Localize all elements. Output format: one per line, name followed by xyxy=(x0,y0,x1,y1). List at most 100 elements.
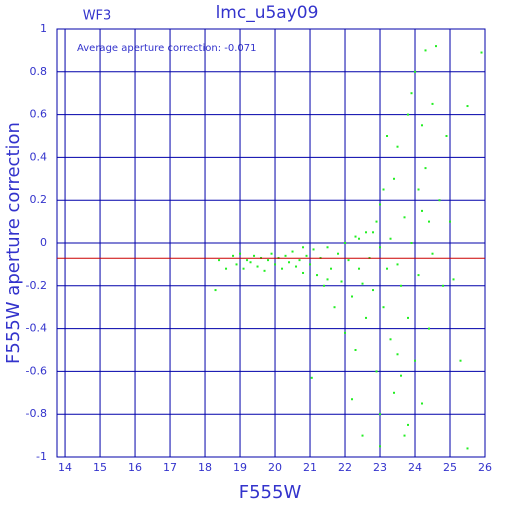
point xyxy=(288,261,291,264)
point xyxy=(379,246,382,249)
point xyxy=(323,284,326,287)
x-tick-label: 15 xyxy=(93,461,107,474)
point xyxy=(396,263,399,266)
x-tick-label: 20 xyxy=(268,461,282,474)
point xyxy=(393,391,396,394)
point xyxy=(344,242,347,244)
point xyxy=(449,220,452,223)
point xyxy=(428,327,431,330)
point xyxy=(421,209,424,212)
point xyxy=(417,274,420,277)
point xyxy=(389,237,392,240)
y-tick-label: -0.8 xyxy=(26,407,47,420)
point xyxy=(274,263,277,266)
point xyxy=(400,374,403,377)
point xyxy=(351,398,354,401)
point xyxy=(407,316,410,319)
point xyxy=(309,263,312,266)
point xyxy=(281,267,284,270)
x-tick-label: 26 xyxy=(478,461,492,474)
point xyxy=(375,370,378,373)
point xyxy=(379,203,382,206)
point xyxy=(452,278,455,281)
point xyxy=(256,265,259,268)
point xyxy=(249,261,252,264)
point xyxy=(382,188,385,191)
point xyxy=(358,267,361,270)
point xyxy=(389,338,392,341)
point xyxy=(424,49,427,52)
y-tick-label: -0.2 xyxy=(26,279,47,292)
point xyxy=(218,259,221,262)
point xyxy=(435,45,438,48)
point xyxy=(225,267,228,270)
point xyxy=(480,51,483,54)
point xyxy=(431,102,434,105)
point xyxy=(400,284,403,287)
point xyxy=(326,246,329,249)
point xyxy=(414,359,417,362)
y-tick-label: 1 xyxy=(40,22,47,35)
y-tick-label: -1 xyxy=(36,450,47,463)
point xyxy=(379,413,382,416)
point xyxy=(417,188,420,191)
x-tick-label: 17 xyxy=(163,461,177,474)
point xyxy=(438,199,441,202)
point xyxy=(361,434,364,437)
point xyxy=(291,250,294,253)
point xyxy=(421,124,424,127)
point xyxy=(372,289,375,292)
point xyxy=(253,254,256,257)
point xyxy=(414,70,417,73)
point xyxy=(242,267,245,270)
point xyxy=(310,376,313,379)
point xyxy=(466,105,469,108)
point xyxy=(396,353,399,356)
y-tick-label: 0.2 xyxy=(30,193,48,206)
point xyxy=(354,235,357,238)
point xyxy=(421,402,424,405)
point xyxy=(235,263,238,266)
point xyxy=(424,167,427,170)
x-tick-label: 18 xyxy=(198,461,212,474)
point xyxy=(263,269,266,272)
x-tick-label: 16 xyxy=(128,461,142,474)
y-tick-label: 0.6 xyxy=(30,108,48,121)
point xyxy=(298,259,301,262)
point xyxy=(375,220,378,223)
y-axis-label: F555W aperture correction xyxy=(3,122,24,364)
point xyxy=(410,92,413,95)
x-tick-label: 23 xyxy=(373,461,387,474)
point xyxy=(239,252,242,255)
point xyxy=(337,252,340,255)
point xyxy=(382,306,385,309)
point xyxy=(431,252,434,255)
point xyxy=(396,145,399,148)
point xyxy=(407,423,410,426)
subtitle: WF3 xyxy=(83,9,112,24)
point xyxy=(340,280,343,283)
x-axis-label: F555W xyxy=(239,482,302,503)
x-tick-label: 19 xyxy=(233,461,247,474)
point xyxy=(372,231,375,234)
point xyxy=(316,274,319,277)
point xyxy=(466,447,469,450)
point xyxy=(270,252,273,255)
annotation: Average aperture correction: -0.071 xyxy=(77,43,257,54)
point xyxy=(428,220,431,223)
point xyxy=(344,331,347,334)
point xyxy=(267,259,270,262)
point xyxy=(459,359,462,362)
y-tick-label: 0 xyxy=(40,236,47,249)
point xyxy=(305,254,308,257)
point xyxy=(386,267,389,270)
point xyxy=(351,295,354,298)
point xyxy=(302,246,305,249)
point xyxy=(393,177,396,180)
point xyxy=(410,242,413,244)
point xyxy=(312,248,315,251)
y-tick-label: -0.6 xyxy=(26,364,47,377)
y-tick-label: 0.4 xyxy=(30,150,48,163)
